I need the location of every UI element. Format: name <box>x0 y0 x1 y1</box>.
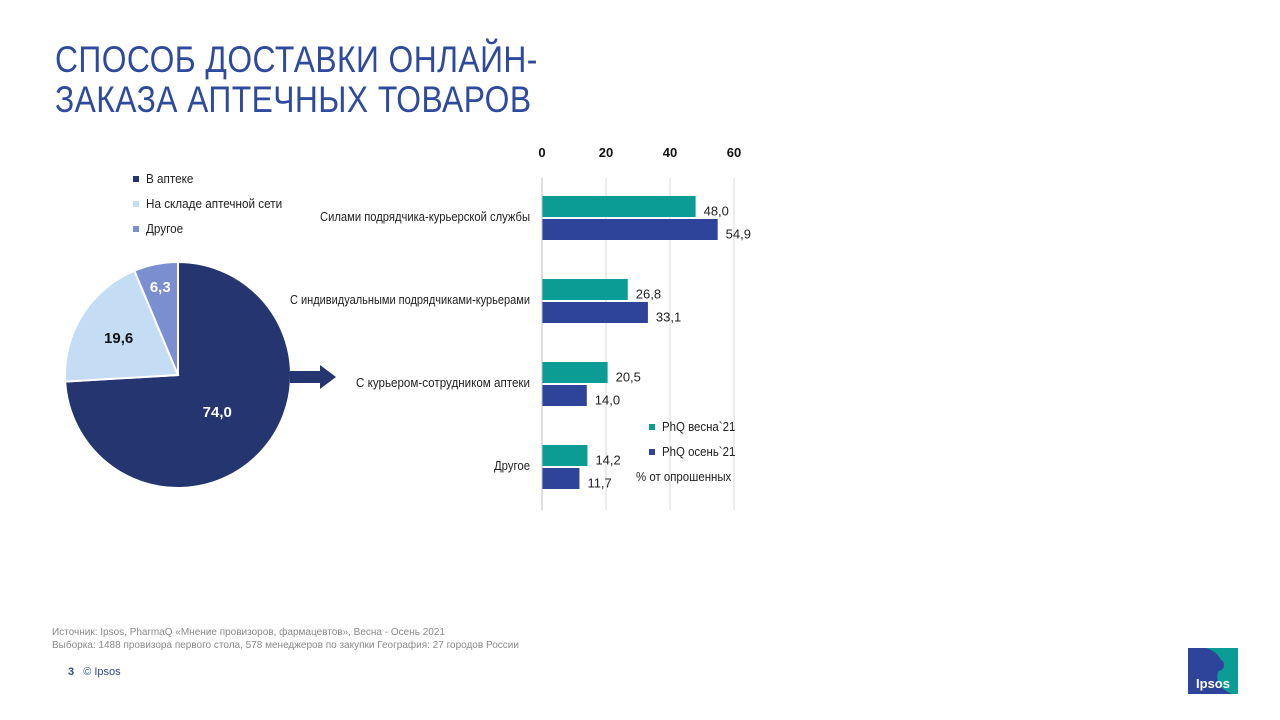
bar-autumn <box>542 219 718 240</box>
pie-chart: 74,0 19,6 6,3 <box>64 260 292 489</box>
pie-legend-item: Другое <box>133 216 297 241</box>
bar-legend-item: PhQ весна`21 <box>649 414 745 439</box>
pie-legend-item: На складе аптечной сети <box>133 191 297 216</box>
y-category-label: С индивидуальными подрядчиками-курьерами <box>290 292 530 307</box>
bar-spring <box>542 279 628 300</box>
page-title-line-2: ЗАКАЗА АПТЕЧНЫХ ТОВАРОВ <box>55 79 532 120</box>
y-category-label: С курьером-сотрудником аптеки <box>356 375 530 390</box>
y-category-label: Силами подрядчика-курьерской службы <box>320 209 530 224</box>
page-number: 3 <box>68 666 75 678</box>
logo-text: Ipsos <box>1196 676 1230 691</box>
footer: 3 © Ipsos <box>68 666 121 678</box>
pie-slice-other <box>133 260 179 376</box>
x-tick-label: 40 <box>663 145 677 160</box>
y-category-label: Другое <box>494 458 530 473</box>
legend-swatch-pharmacy <box>133 175 139 182</box>
legend-swatch-autumn <box>649 448 655 455</box>
bar-spring <box>542 445 588 466</box>
bar-data-label: 14,0 <box>595 393 620 408</box>
legend-swatch-spring <box>649 423 655 430</box>
source-line-2: Выборка: 1488 провизора первого стола, 5… <box>52 640 519 651</box>
x-tick-label: 0 <box>538 145 545 160</box>
pie-data-label: 6,3 <box>150 279 171 296</box>
bar-data-label: 33,1 <box>656 310 681 325</box>
bar-data-label: 11,7 <box>587 476 611 491</box>
source-note: Источник: Ipsos, PharmaQ «Мнение провизо… <box>52 626 519 652</box>
bar-autumn <box>542 302 648 323</box>
bar-data-label: 54,9 <box>726 227 751 242</box>
ipsos-logo: Ipsos <box>1188 648 1238 694</box>
legend-swatch-other <box>133 225 139 232</box>
x-tick-label: 20 <box>599 145 613 160</box>
pie-legend-item: В аптеке <box>133 166 297 191</box>
bar-spring <box>542 196 696 217</box>
pie-data-label: 19,6 <box>104 330 133 347</box>
page-title: СПОСОБ ДОСТАВКИ ОНЛАЙН- ЗАКАЗА АПТЕЧНЫХ … <box>55 40 538 120</box>
logo-mark-icon <box>1188 648 1238 694</box>
pie-slice-warehouse <box>64 269 180 383</box>
bar-spring <box>542 362 608 383</box>
bar-autumn <box>542 468 580 489</box>
bar-data-label: 14,2 <box>595 453 620 468</box>
legend-label-warehouse: На складе аптечной сети <box>146 196 283 211</box>
chart-unit-note: % от опрошенных <box>636 469 732 484</box>
legend-swatch-warehouse <box>133 200 139 207</box>
bar-chart: 0 20 40 60 Силами подрядчика-курьерской служ… <box>290 145 751 510</box>
legend-label-spring: PhQ весна`21 <box>662 419 736 434</box>
bar-data-label: 20,5 <box>616 370 641 385</box>
bar-legend: PhQ весна`21 PhQ осень`21 % от опрошенны… <box>636 414 745 489</box>
x-tick-label: 60 <box>727 145 741 160</box>
pie-legend: В аптеке На складе аптечной сети Другое <box>133 166 297 241</box>
bar-autumn <box>542 385 587 406</box>
bar-data-label: 26,8 <box>636 287 661 302</box>
page-title-line-1: СПОСОБ ДОСТАВКИ ОНЛАЙН- <box>55 39 538 80</box>
bar-legend-item: PhQ осень`21 <box>649 439 745 464</box>
legend-label-pharmacy: В аптеке <box>146 171 194 186</box>
legend-label-autumn: PhQ осень`21 <box>662 444 736 459</box>
source-line-1: Источник: Ipsos, PharmaQ «Мнение провизо… <box>52 627 445 638</box>
arrow-right-icon <box>290 365 336 389</box>
copyright: © Ipsos <box>83 666 121 678</box>
pie-data-label: 74,0 <box>203 404 232 421</box>
bar-data-label: 48,0 <box>704 204 729 219</box>
legend-label-other: Другое <box>146 221 184 236</box>
